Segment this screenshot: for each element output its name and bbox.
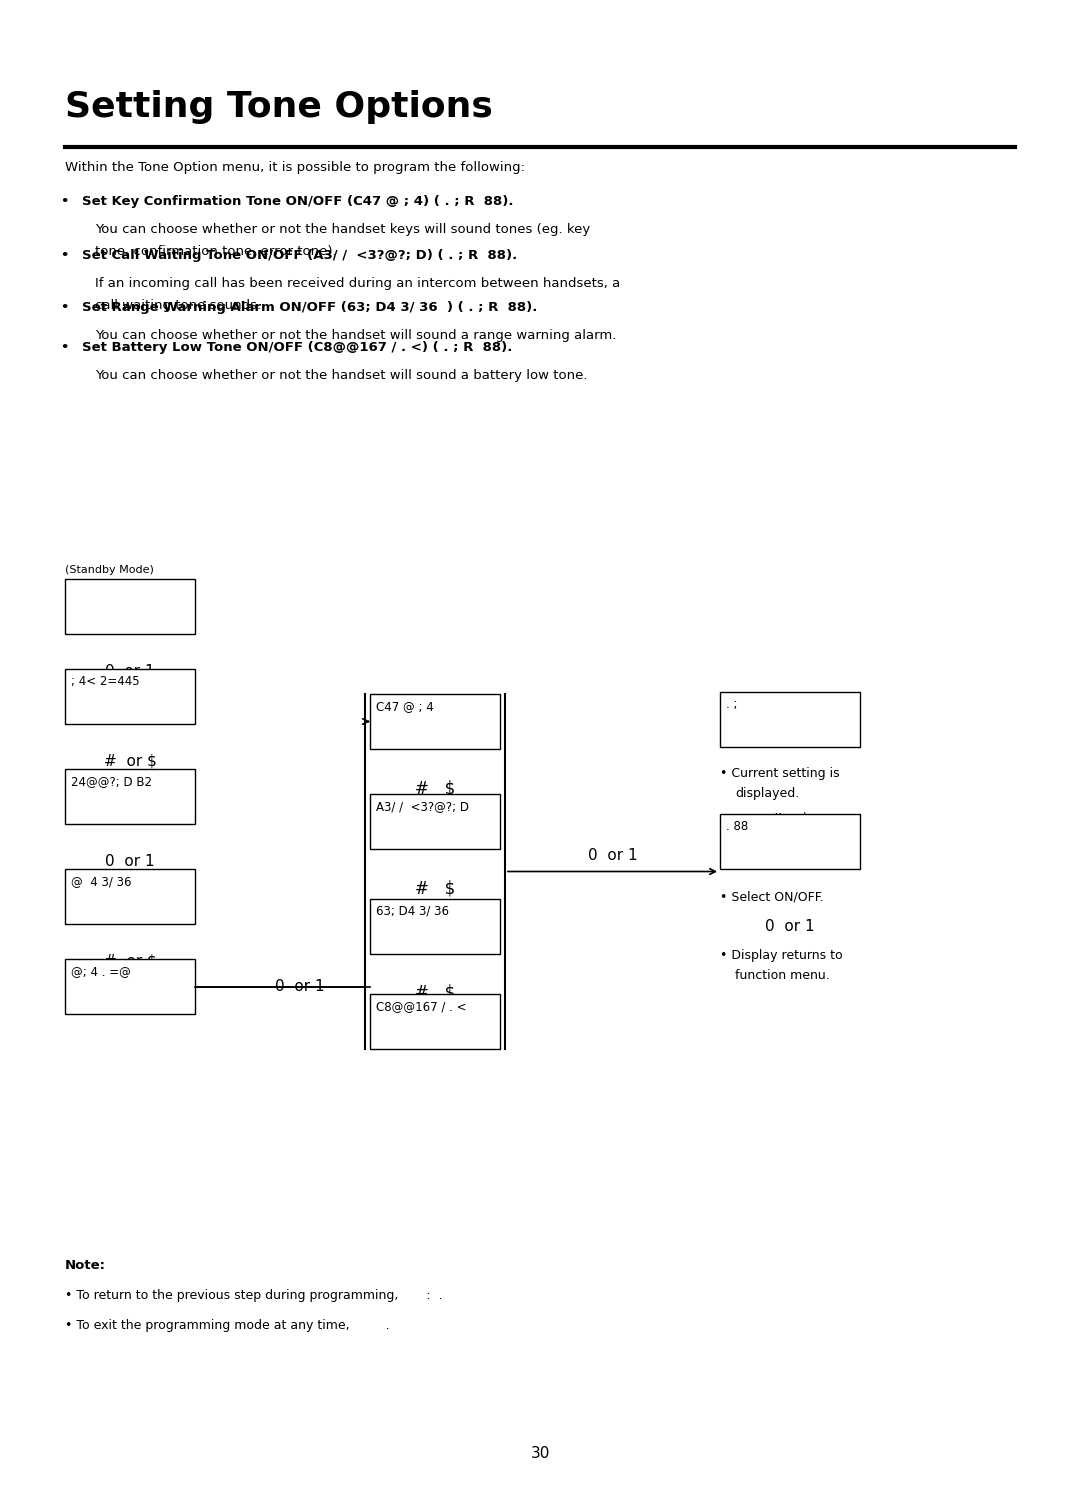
Text: Set Battery Low Tone ON/OFF (C8@@167 / . <) ( . ; R  88).: Set Battery Low Tone ON/OFF (C8@@167 / .… [82, 341, 512, 355]
Bar [370, 899, 500, 954]
Text: tone, confirmation tone, error tone).: tone, confirmation tone, error tone). [95, 244, 337, 258]
Bar [65, 869, 195, 924]
Text: 24@@?; D B2: 24@@?; D B2 [71, 776, 152, 788]
Text: @  4 3/ 36: @ 4 3/ 36 [71, 875, 132, 887]
Text: 30: 30 [530, 1447, 550, 1462]
Text: function menu.: function menu. [735, 969, 829, 982]
Text: @; 4 . =@: @; 4 . =@ [71, 964, 131, 978]
Text: •: • [60, 249, 68, 263]
Bar [370, 794, 500, 850]
Text: 0  or 1: 0 or 1 [105, 664, 154, 679]
Text: (Standby Mode): (Standby Mode) [65, 564, 153, 575]
Text: . 88: . 88 [726, 819, 748, 833]
Bar [65, 668, 195, 724]
Text: #   $: # $ [770, 812, 810, 830]
Bar [370, 994, 500, 1049]
Text: 63; D4 3/ 36: 63; D4 3/ 36 [376, 905, 449, 917]
Text: You can choose whether or not the handset will sound a range warning alarm.: You can choose whether or not the handse… [95, 329, 617, 343]
Text: Set Call Waiting Tone ON/OFF (A3/ /  <3?@?; D) ( . ; R  88).: Set Call Waiting Tone ON/OFF (A3/ / <3?@… [82, 249, 517, 263]
Text: 0  or 1: 0 or 1 [275, 979, 325, 994]
Text: • Select ON/OFF.: • Select ON/OFF. [720, 890, 824, 904]
Text: If an incoming call has been received during an intercom between handsets, a: If an incoming call has been received du… [95, 278, 620, 290]
Text: • To return to the previous step during programming,       :  .: • To return to the previous step during … [65, 1289, 443, 1302]
Text: •: • [60, 341, 68, 355]
Text: •: • [60, 195, 68, 208]
Text: Note:: Note: [65, 1259, 106, 1272]
Text: ; 4< 2=445: ; 4< 2=445 [71, 675, 139, 688]
Text: You can choose whether or not the handset will sound a battery low tone.: You can choose whether or not the handse… [95, 370, 588, 382]
Text: Set Key Confirmation Tone ON/OFF (C47 @ ; 4) ( . ; R  88).: Set Key Confirmation Tone ON/OFF (C47 @ … [82, 195, 513, 208]
Text: Set Range Warning Alarm ON/OFF (63; D4 3/ 36  ) ( . ; R  88).: Set Range Warning Alarm ON/OFF (63; D4 3… [82, 300, 538, 314]
Text: . ;: . ; [726, 699, 738, 711]
Text: #   $: # $ [415, 984, 455, 1002]
Bar [65, 770, 195, 824]
Text: 0  or 1: 0 or 1 [588, 848, 637, 863]
Text: #   $: # $ [415, 779, 455, 797]
Text: • Current setting is: • Current setting is [720, 767, 839, 780]
Text: 0  or 1: 0 or 1 [766, 919, 814, 934]
Text: •: • [60, 300, 68, 314]
Text: • To exit the programming mode at any time,         .: • To exit the programming mode at any ti… [65, 1319, 390, 1332]
Bar [65, 579, 195, 634]
Text: displayed.: displayed. [735, 788, 799, 800]
Text: A3/ /  <3?@?; D: A3/ / <3?@?; D [376, 800, 469, 813]
Bar [65, 960, 195, 1014]
Text: You can choose whether or not the handset keys will sound tones (eg. key: You can choose whether or not the handse… [95, 223, 591, 235]
Text: #  or $: # or $ [104, 954, 157, 969]
Text: C47 @ ; 4: C47 @ ; 4 [376, 700, 434, 712]
Text: Setting Tone Options: Setting Tone Options [65, 91, 492, 124]
Text: • Display returns to: • Display returns to [720, 949, 842, 963]
Text: #   $: # $ [415, 880, 455, 896]
Text: call waiting tone sounds.: call waiting tone sounds. [95, 299, 261, 312]
Bar [720, 813, 860, 869]
Text: Within the Tone Option menu, it is possible to program the following:: Within the Tone Option menu, it is possi… [65, 161, 525, 174]
Bar [370, 694, 500, 748]
Text: #  or $: # or $ [104, 754, 157, 770]
Text: 0  or 1: 0 or 1 [105, 854, 154, 869]
Text: C8@@167 / . <: C8@@167 / . < [376, 1000, 467, 1013]
Bar [720, 693, 860, 747]
